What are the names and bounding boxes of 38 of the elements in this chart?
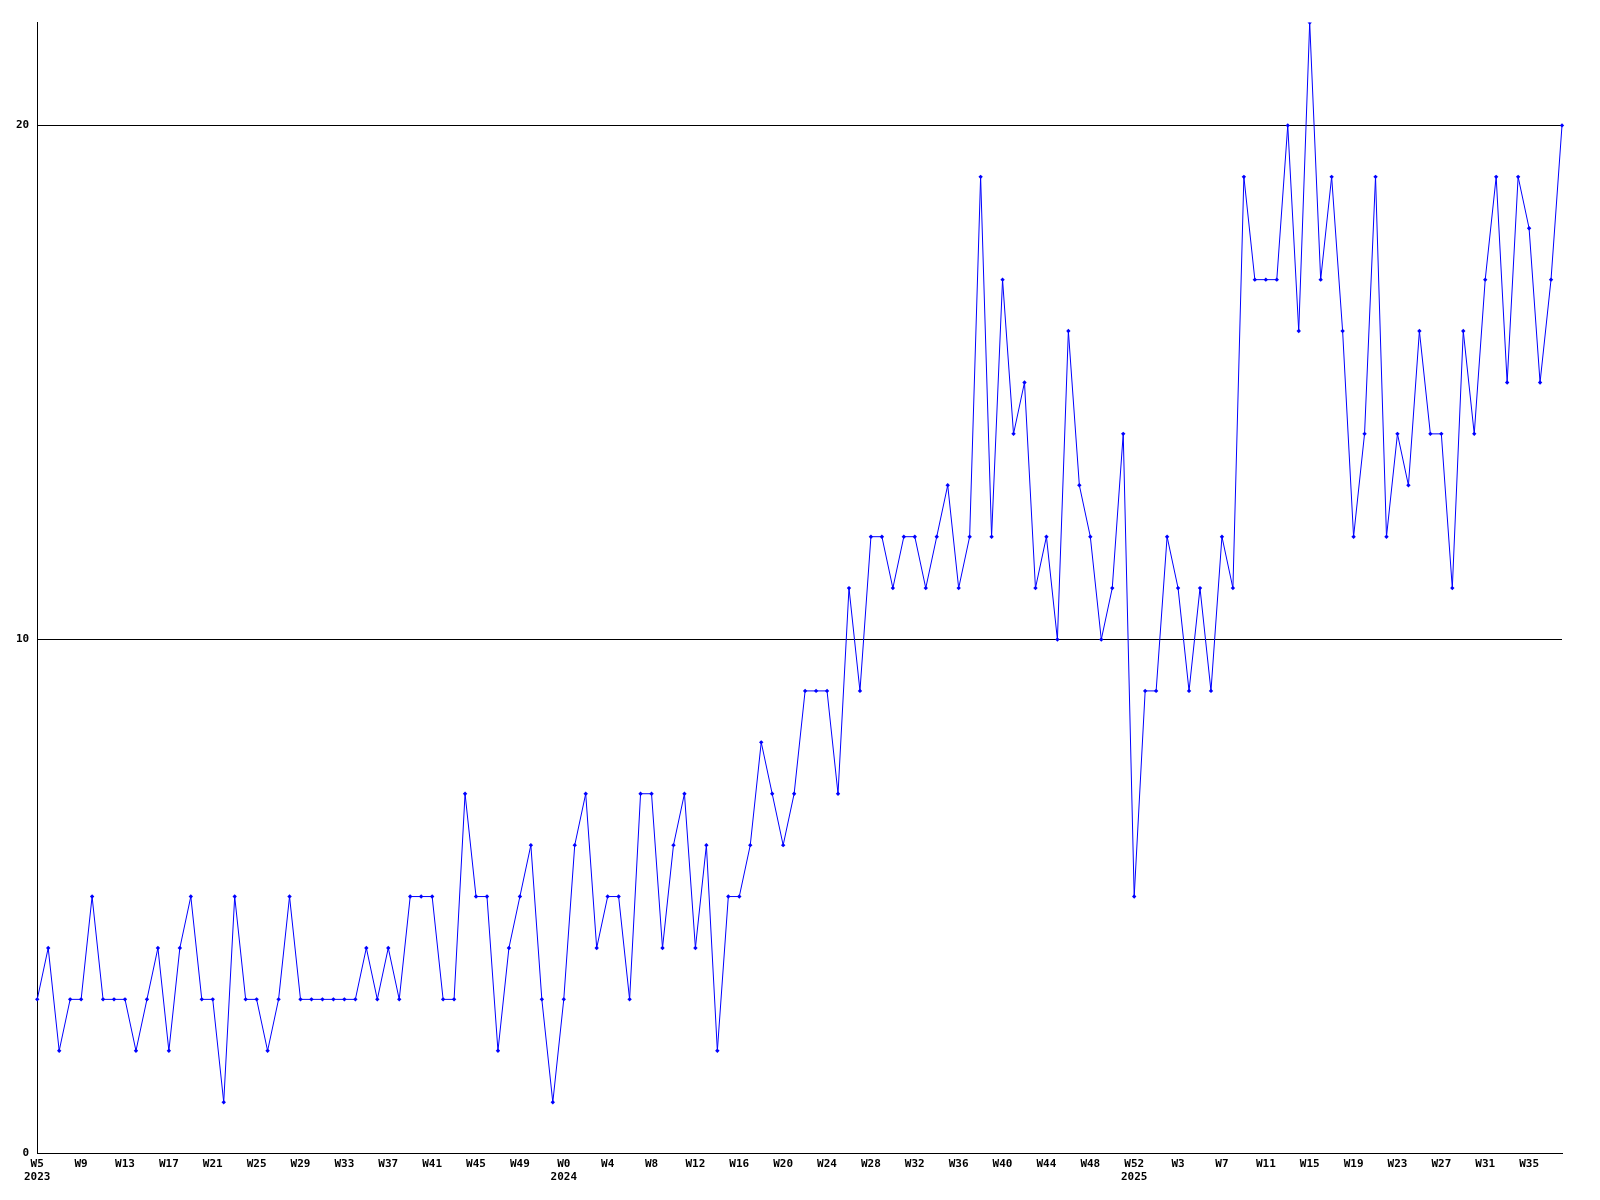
x-tick-label: W48 [1080,1157,1101,1171]
x-tick-label: W17 [158,1157,179,1171]
x-tick-label: W41 [422,1157,443,1171]
x-tick-label: W13 [115,1157,135,1171]
x-tick-label: W12 [685,1157,706,1171]
x-tick-label: W0 2024 [550,1157,578,1184]
x-tick-label: W21 [202,1157,224,1171]
x-tick-label: W52 2025 [1120,1157,1148,1184]
x-tick-label: W15 [1299,1157,1320,1171]
x-tick-label: W33 [334,1157,355,1171]
x-tick-label: W24 [817,1157,838,1171]
x-tick-label: W19 [1343,1157,1364,1171]
x-tick-label: W4 [601,1157,615,1171]
x-tick-label: W31 [1475,1157,1496,1171]
x-tick-label: W5 2023 [24,1157,51,1184]
y-tick-label: 20 [16,118,30,132]
x-tick-label: W7 [1215,1157,1229,1171]
x-tick-label: W11 [1255,1157,1277,1171]
x-tick-label: W9 [74,1157,88,1171]
x-tick-label: W28 [860,1157,881,1171]
x-tick-label: W20 [773,1157,794,1171]
x-tick-label: W23 [1387,1157,1408,1171]
x-tick-label: W35 [1519,1157,1540,1171]
x-tick-label: W27 [1431,1157,1452,1171]
x-tick-label: W8 [644,1157,659,1171]
x-tick-label: W44 [1036,1157,1057,1171]
x-tick-label: W40 [992,1157,1013,1171]
x-tick-label: W32 [904,1157,925,1171]
x-tick-label: W36 [948,1157,969,1171]
x-tick-label: W37 [378,1157,399,1171]
x-tick-label: W45 [466,1157,486,1171]
y-tick-label: 0 [22,1146,30,1160]
x-tick-label: W3 [1171,1157,1185,1171]
y-tick-label: 10 [16,632,30,646]
x-tick-label: W29 [290,1157,311,1171]
x-tick-label: W49 [509,1157,530,1171]
x-tick-label: W16 [729,1157,750,1171]
x-tick-label: W25 [246,1157,267,1171]
